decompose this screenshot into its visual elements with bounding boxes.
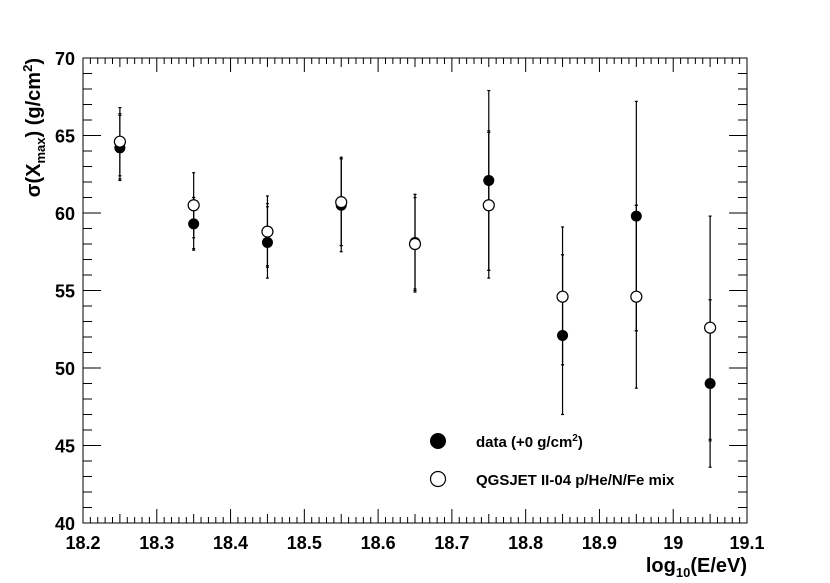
legend-label-data-sup: 2 xyxy=(572,433,578,444)
x-tick-label: 18.2 xyxy=(65,533,100,553)
model-point xyxy=(704,321,717,334)
x-tick-label: 18.8 xyxy=(508,533,543,553)
x-tick-label: 18.4 xyxy=(213,533,248,553)
model-point xyxy=(630,290,643,303)
y-axis-title: σ(Xmax) (g/cm2) xyxy=(20,58,48,197)
x-axis-title-rest: (E/eV) xyxy=(690,555,747,577)
model-point xyxy=(335,196,348,209)
legend-marker-model xyxy=(429,470,447,488)
series-layer xyxy=(113,89,717,468)
x-tick-label: 19 xyxy=(663,533,683,553)
legend-marker-data xyxy=(430,433,446,449)
x-axis-tick-labels: 18.2 18.3 18.4 18.5 18.6 18.7 18.8 18.9 19 19.1 xyxy=(65,533,764,553)
y-axis-title-pre: σ(X xyxy=(23,163,45,197)
legend-label-data-name: data (+0 g/cm xyxy=(476,434,572,451)
y-tick-label: 55 xyxy=(55,282,75,302)
y-axis-title-sup: 2 xyxy=(20,65,35,72)
x-tick-label: 18.7 xyxy=(434,533,469,553)
y-axis-title-sub: max xyxy=(33,137,48,164)
series-model xyxy=(113,106,717,440)
x-tick-label: 18.3 xyxy=(139,533,174,553)
y-tick-label: 45 xyxy=(55,437,75,457)
model-point xyxy=(187,199,200,212)
model-point xyxy=(261,225,274,238)
legend-label-data-post: ) xyxy=(578,434,583,451)
x-tick-label: 18.6 xyxy=(361,533,396,553)
model-point xyxy=(113,135,126,148)
legend-label-data: data (+0 g/cm2) xyxy=(476,433,583,451)
y-tick-label: 50 xyxy=(55,359,75,379)
model-point xyxy=(482,199,495,212)
model-point xyxy=(408,237,422,251)
x-tick-label: 18.5 xyxy=(287,533,322,553)
y-tick-label: 70 xyxy=(55,49,75,69)
y-axis-title-post: ) xyxy=(23,58,45,65)
y-axis-tick-labels: 40 45 50 55 60 65 70 xyxy=(55,49,75,534)
x-axis-title-sub: 10 xyxy=(676,565,690,580)
y-axis-ticks xyxy=(83,57,747,524)
x-tick-label: 19.1 xyxy=(729,533,764,553)
legend: data (+0 g/cm2) QGSJET II-04 p/He/N/Fe m… xyxy=(429,433,675,489)
y-axis-title-mid: ) (g/cm xyxy=(23,72,45,138)
x-tick-label: 18.9 xyxy=(582,533,617,553)
model-point xyxy=(556,290,569,303)
legend-label-model: QGSJET II-04 p/He/N/Fe mix xyxy=(476,472,675,489)
y-tick-label: 60 xyxy=(55,204,75,224)
x-axis-title: log10(E/eV) xyxy=(646,555,747,580)
x-axis-ticks xyxy=(82,58,748,523)
y-tick-label: 65 xyxy=(55,127,75,147)
x-axis-title-base: log xyxy=(646,555,676,577)
y-tick-label: 40 xyxy=(55,514,75,534)
